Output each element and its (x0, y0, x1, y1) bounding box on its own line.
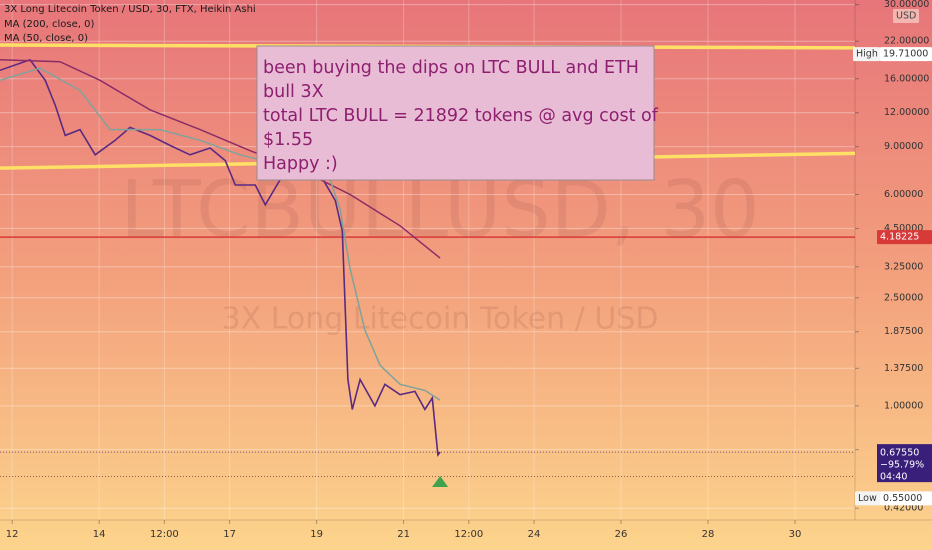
chart-title: 3X Long Litecoin Token / USD, 30, FTX, H… (4, 4, 256, 15)
annotation-box (256, 45, 655, 181)
last-price-change: −95.79% (880, 460, 924, 471)
signal-arrow (432, 476, 449, 487)
high-name: High (856, 49, 878, 60)
moving-average (0, 59, 441, 259)
x-tick-label: 24 (528, 529, 541, 540)
y-tick-label: 3.25000 (884, 261, 923, 272)
y-tick-label: 1.00000 (884, 400, 923, 411)
high-value-box (880, 47, 932, 62)
high-value: 19.71000 (883, 49, 928, 60)
horizontal-line-label: 4.18225 (880, 232, 919, 243)
last-price-box (877, 444, 932, 483)
y-tick-label: 4.50000 (884, 223, 923, 234)
legend-entry: MA (200, close, 0) (4, 19, 94, 30)
low-name-box (855, 491, 880, 506)
low-value: 0.55000 (883, 493, 922, 504)
x-tick-label: 30 (789, 529, 802, 540)
legend-entry: MA (50, close, 0) (4, 33, 88, 44)
x-tick-label: 28 (702, 529, 715, 540)
y-tick-label: 0.42000 (884, 503, 923, 514)
x-tick-label: 12:00 (454, 529, 483, 540)
price-line (0, 58, 441, 457)
y-tick-label: 30.00000 (884, 0, 929, 10)
currency: USD (896, 11, 916, 22)
annotation-line: Happy :) (263, 154, 338, 174)
y-tick-label: 9.00000 (884, 141, 923, 152)
low-name: Low (858, 493, 877, 504)
y-tick-label: 2.50000 (884, 292, 923, 303)
annotation-line: been buying the dips on LTC BULL and ETH (263, 58, 639, 78)
y-tick-label: 12.00000 (884, 107, 929, 118)
annotation-line: bull 3X (263, 82, 324, 102)
y-tick-label: 16.00000 (884, 73, 929, 84)
y-tick-label: 1.87500 (884, 326, 923, 337)
high-name-box (853, 47, 880, 62)
x-tick-label: 17 (223, 529, 236, 540)
x-tick-label: 21 (397, 529, 410, 540)
x-tick-label: 14 (93, 529, 106, 540)
y-tick-label: 1.37500 (884, 363, 923, 374)
last-price-label: 0.67550 (880, 448, 919, 459)
x-tick-label: 12 (6, 529, 19, 540)
currency-box (893, 9, 919, 23)
x-tick-label: 26 (615, 529, 628, 540)
watermark-subtitle: 3X Long Litecoin Token / USD (222, 302, 659, 337)
annotation-line: total LTC BULL = 21892 tokens @ avg cost… (263, 106, 659, 126)
low-value-box (880, 491, 932, 506)
y-tick-label: 22.00000 (884, 36, 929, 47)
horizontal-line-label-box (877, 230, 932, 245)
annotation-line: $1.55 (263, 130, 313, 150)
x-tick-label: 19 (310, 529, 323, 540)
y-tick-label: 6.00000 (884, 189, 923, 200)
last-price-countdown: 04:40 (880, 472, 907, 483)
x-tick-label: 12:00 (150, 529, 179, 540)
